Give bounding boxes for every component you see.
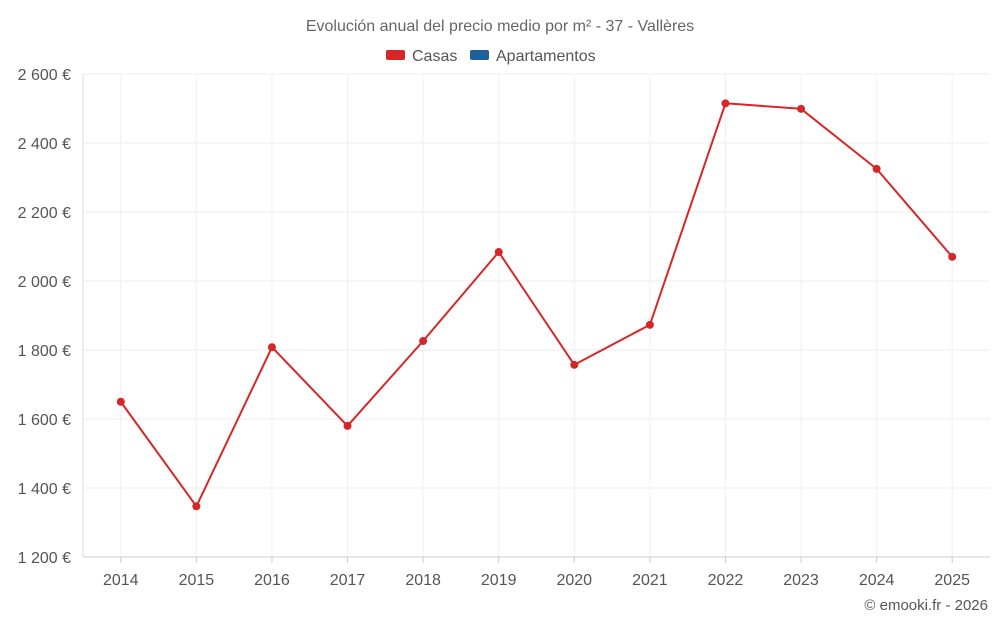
grid bbox=[83, 73, 990, 558]
x-tick-label: 2017 bbox=[330, 572, 366, 589]
x-tick-label: 2021 bbox=[632, 572, 668, 589]
credit-text: © emooki.fr - 2026 bbox=[864, 597, 988, 614]
y-tick-label: 1 200 € bbox=[18, 550, 71, 567]
legend-item-apartamentos[interactable]: Apartamentos bbox=[470, 48, 596, 65]
data-point-casas bbox=[267, 343, 276, 352]
x-tick-label: 2015 bbox=[179, 572, 215, 589]
series-casas bbox=[116, 99, 957, 511]
legend: Casas Apartamentos bbox=[386, 48, 596, 65]
x-tick-label: 2016 bbox=[254, 572, 290, 589]
legend-swatch-apartamentos bbox=[470, 50, 489, 60]
y-tick-label: 1 800 € bbox=[18, 343, 71, 360]
data-point-casas bbox=[570, 360, 579, 369]
y-tick-label: 2 200 € bbox=[18, 205, 71, 222]
y-tick-label: 2 400 € bbox=[18, 136, 71, 153]
data-point-casas bbox=[645, 320, 654, 329]
data-point-casas bbox=[872, 164, 881, 173]
x-tick-label: 2019 bbox=[481, 572, 517, 589]
data-point-casas bbox=[192, 502, 201, 511]
y-tick-label: 2 000 € bbox=[18, 274, 71, 291]
legend-swatch-casas bbox=[386, 50, 405, 60]
y-tick-label: 2 600 € bbox=[18, 67, 71, 84]
series-line-casas bbox=[119, 102, 953, 508]
data-point-casas bbox=[721, 99, 730, 108]
x-tick-label: 2014 bbox=[103, 572, 139, 589]
x-tick-label: 2018 bbox=[405, 572, 441, 589]
x-tick-label: 2022 bbox=[708, 572, 744, 589]
legend-label-apartamentos: Apartamentos bbox=[496, 48, 596, 65]
axes: 1 200 € 1 400 € 1 600 € 1 800 € 2 000 € 2 200… bbox=[18, 67, 990, 589]
data-point-casas bbox=[948, 252, 957, 261]
data-point-casas bbox=[797, 104, 806, 113]
x-tick-label: 2024 bbox=[859, 572, 895, 589]
data-point-casas bbox=[494, 248, 503, 257]
data-point-casas bbox=[116, 397, 125, 406]
chart-title: Evolución anual del precio medio por m² … bbox=[306, 18, 694, 35]
data-point-casas bbox=[343, 421, 352, 430]
legend-item-casas[interactable]: Casas bbox=[386, 48, 457, 65]
x-tick-label: 2025 bbox=[934, 572, 970, 589]
x-tick-label: 2020 bbox=[556, 572, 592, 589]
data-point-casas bbox=[419, 337, 428, 346]
legend-label-casas: Casas bbox=[412, 48, 457, 65]
x-tick-label: 2023 bbox=[783, 572, 819, 589]
y-tick-label: 1 400 € bbox=[18, 481, 71, 498]
y-tick-label: 1 600 € bbox=[18, 412, 71, 429]
